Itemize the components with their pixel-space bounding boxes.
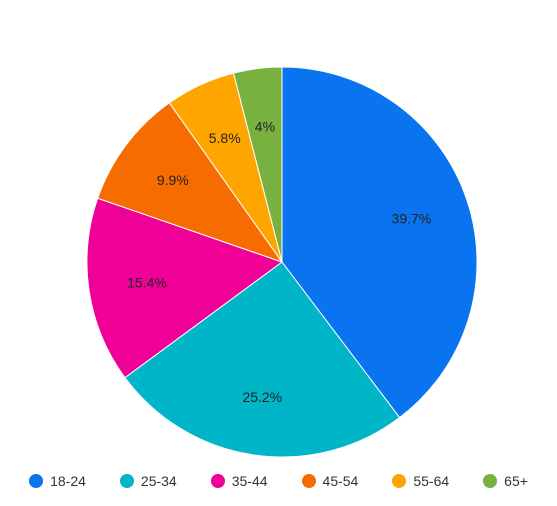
legend-item-65+[interactable]: 65+ bbox=[483, 473, 528, 489]
legend-item-35-44[interactable]: 35-44 bbox=[210, 473, 268, 489]
legend-swatch-icon bbox=[119, 474, 134, 488]
legend-label: 65+ bbox=[504, 473, 528, 489]
legend-swatch-icon bbox=[392, 474, 407, 488]
legend-item-45-54[interactable]: 45-54 bbox=[301, 473, 359, 489]
legend-swatch-icon bbox=[301, 474, 316, 488]
legend-item-25-34[interactable]: 25-34 bbox=[119, 473, 177, 489]
slice-value-label: 39.7% bbox=[392, 211, 432, 227]
legend-item-18-24[interactable]: 18-24 bbox=[29, 473, 86, 489]
legend-label: 45-54 bbox=[322, 473, 359, 489]
legend-swatch-icon bbox=[483, 474, 498, 488]
legend-swatch-icon bbox=[29, 474, 44, 488]
pie-slice-25-34[interactable] bbox=[124, 261, 401, 458]
slice-value-label: 25.2% bbox=[242, 389, 282, 405]
pie-slice-45-54[interactable] bbox=[97, 102, 284, 263]
legend-label: 25-34 bbox=[140, 473, 177, 489]
slice-value-label: 15.4% bbox=[127, 275, 167, 291]
legend-swatch-icon bbox=[210, 474, 225, 488]
pie-chart-svg: 39.7% 25.2% 15.4% 9.9% 5.8% 4% bbox=[86, 66, 478, 458]
legend-item-55-64[interactable]: 55-64 bbox=[392, 473, 449, 489]
chart-legend: 18-24 25-34 35-44 45-54 55-64 65+ bbox=[0, 468, 557, 494]
pie-slice-65+[interactable] bbox=[232, 66, 283, 263]
slice-value-label: 9.9% bbox=[157, 172, 189, 188]
legend-label: 55-64 bbox=[413, 473, 450, 489]
slice-value-label: 5.8% bbox=[209, 130, 241, 146]
pie-slice-labels: 39.7% 25.2% 15.4% 9.9% 5.8% 4% bbox=[127, 119, 431, 406]
pie-slice-18-24[interactable] bbox=[281, 66, 478, 419]
slice-value-label: 4% bbox=[255, 119, 275, 135]
pie-slices bbox=[86, 66, 478, 458]
legend-label: 18-24 bbox=[50, 473, 86, 489]
legend-label: 35-44 bbox=[231, 473, 268, 489]
pie-slice-35-44[interactable] bbox=[86, 197, 284, 379]
